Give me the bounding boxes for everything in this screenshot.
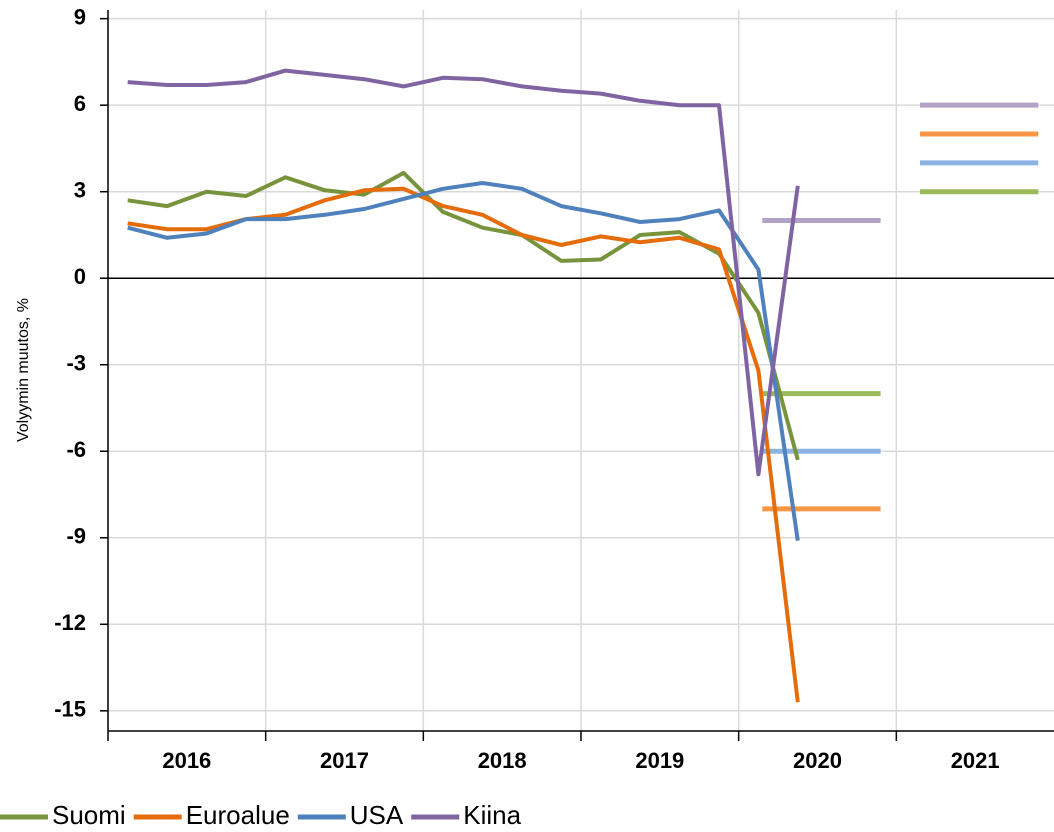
y-tick-label: -6 [66,437,86,462]
y-tick-label: -12 [54,610,86,635]
x-tick-label: 2021 [951,748,1000,773]
series-line [127,181,800,541]
legend-label: USA [350,800,404,830]
series-line [127,186,800,703]
series-line [127,68,800,477]
x-tick-label: 2016 [162,748,211,773]
y-tick-label: -9 [66,524,86,549]
legend-label: Euroalue [186,800,290,830]
y-tick-label: 0 [74,264,86,289]
y-axis-label: Volyymin muutos, % [15,298,32,442]
y-tick-label: -3 [66,351,86,376]
x-tick-label: 2017 [320,748,369,773]
x-tick-label: 2019 [635,748,684,773]
x-tick-label: 2018 [478,748,527,773]
y-tick-label: 9 [74,4,86,29]
series-line [127,170,800,461]
legend-label: Suomi [52,800,126,830]
y-tick-label: 6 [74,91,86,116]
legend-label: Kiina [463,800,521,830]
y-tick-label: -15 [54,697,86,722]
y-tick-label: 3 [74,178,86,203]
x-tick-label: 2020 [793,748,842,773]
